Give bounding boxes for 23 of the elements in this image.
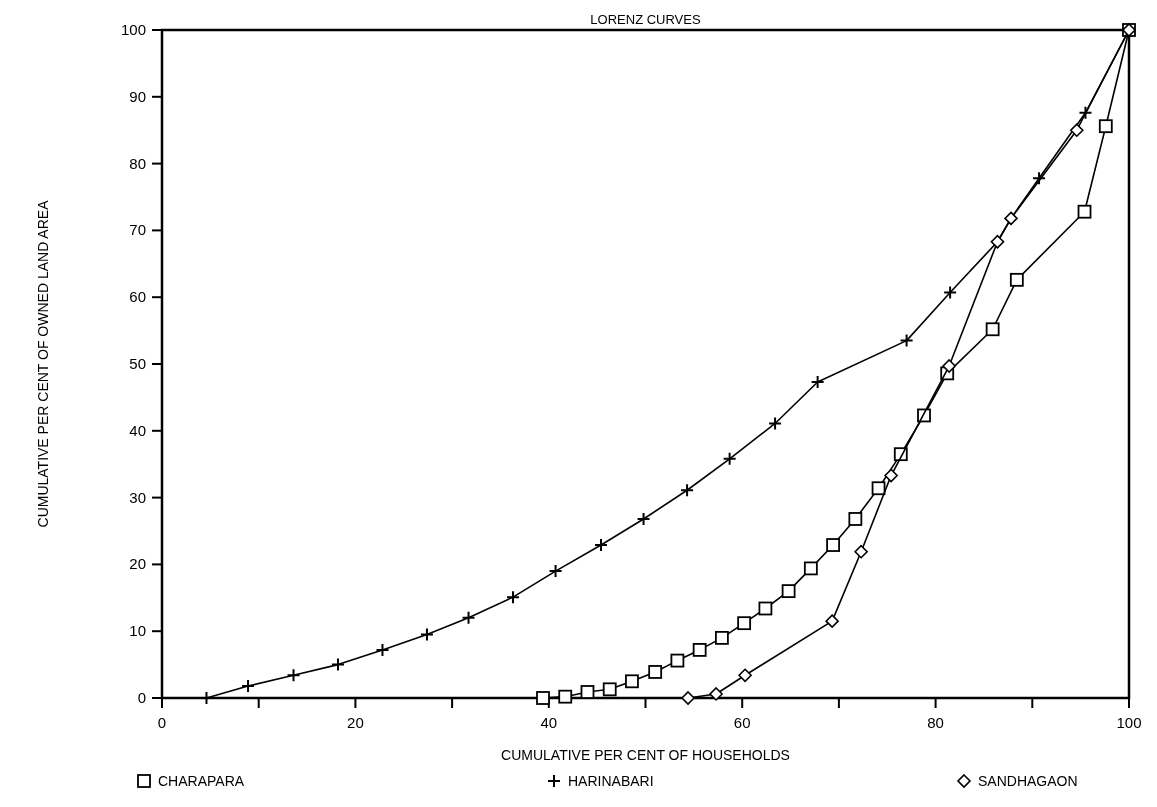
x-tick-label: 20 [347, 714, 364, 731]
y-tick-label: 70 [129, 221, 146, 239]
y-axis-title: CUMULATIVE PER CENT OF OWNED LAND AREA [35, 199, 51, 528]
x-tick-label: 100 [1116, 714, 1142, 731]
chart-title: LORENZ CURVES [590, 12, 701, 27]
y-tick-label: 60 [129, 288, 146, 306]
y-tick-label: 20 [129, 555, 146, 573]
y-tick-label: 30 [129, 488, 146, 506]
y-tick-label: 50 [129, 355, 146, 372]
x-tick-label: 0 [157, 714, 167, 731]
y-tick-label: 80 [129, 154, 146, 172]
x-tick-label: 60 [733, 714, 751, 731]
x-tick-label: 40 [540, 714, 558, 731]
y-tick-label: 0 [137, 689, 146, 706]
x-tick-label: 80 [927, 714, 944, 731]
legend-label: CHARAPARA [158, 773, 245, 789]
y-tick-label: 90 [129, 87, 146, 105]
x-axis-title: CUMULATIVE PER CENT OF HOUSEHOLDS [501, 747, 790, 763]
y-tick-label: 40 [129, 421, 146, 439]
y-tick-label: 100 [120, 21, 146, 38]
legend-label: SANDHAGAON [978, 773, 1078, 789]
legend-label: HARINABARI [568, 773, 654, 789]
y-tick-label: 10 [129, 622, 146, 640]
